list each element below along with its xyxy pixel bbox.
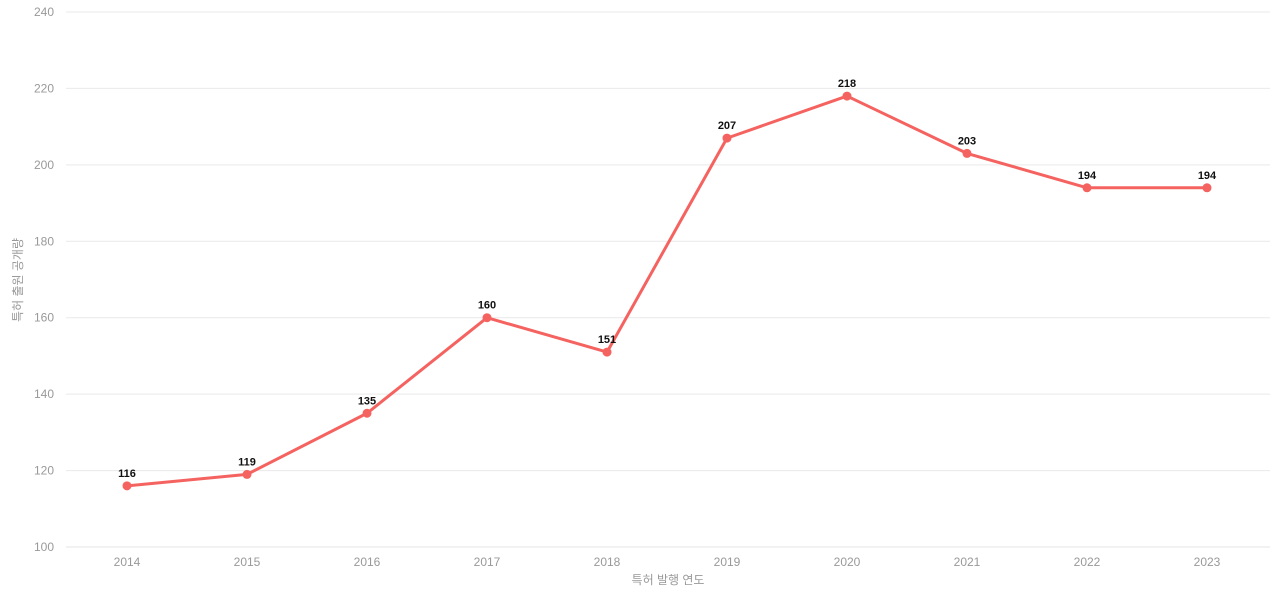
data-point-label: 218 <box>838 78 856 90</box>
data-point-label: 151 <box>598 334 616 346</box>
data-point-label: 135 <box>358 395 376 407</box>
y-axis-tick-labels: 100 120 140 160 180 200 220 240 <box>34 5 54 554</box>
x-tick-label: 2018 <box>594 555 621 569</box>
data-point-label: 203 <box>958 135 976 147</box>
data-point[interactable] <box>1082 183 1092 193</box>
data-point[interactable] <box>362 408 372 418</box>
x-tick-label: 2019 <box>714 555 741 569</box>
x-tick-label: 2020 <box>834 555 861 569</box>
data-point[interactable] <box>482 313 492 323</box>
y-tick-label: 100 <box>34 540 54 554</box>
y-tick-label: 200 <box>34 158 54 172</box>
y-tick-label: 240 <box>34 5 54 19</box>
x-tick-label: 2017 <box>474 555 501 569</box>
y-tick-label: 220 <box>34 81 54 95</box>
y-tick-label: 140 <box>34 387 54 401</box>
data-labels: 116 119 135 160 151 207 218 203 194 194 <box>118 78 1217 480</box>
data-point-label: 194 <box>1078 170 1097 182</box>
data-point[interactable] <box>602 347 612 357</box>
y-tick-label: 160 <box>34 311 54 325</box>
y-tick-label: 180 <box>34 234 54 248</box>
data-point[interactable] <box>842 91 852 101</box>
data-point[interactable] <box>722 133 732 143</box>
data-point[interactable] <box>1202 183 1212 193</box>
series-line <box>125 94 1209 488</box>
data-point-label: 207 <box>718 120 736 132</box>
x-tick-label: 2016 <box>354 555 381 569</box>
y-tick-label: 120 <box>34 464 54 478</box>
data-point-label: 119 <box>238 456 256 468</box>
x-tick-label: 2021 <box>954 555 981 569</box>
series-group <box>122 91 1212 491</box>
x-tick-label: 2023 <box>1194 555 1221 569</box>
data-point[interactable] <box>122 481 132 491</box>
data-point[interactable] <box>962 148 972 158</box>
x-tick-label: 2015 <box>234 555 261 569</box>
x-tick-label: 2022 <box>1074 555 1101 569</box>
x-axis-title: 특허 발행 연도 <box>632 572 705 587</box>
data-point-label: 116 <box>118 468 136 480</box>
data-point-label: 160 <box>478 300 496 312</box>
x-axis-tick-labels: 2014 2015 2016 2017 2018 2019 2020 2021 2022 2023 <box>114 555 1221 569</box>
data-point-label: 194 <box>1198 170 1217 182</box>
data-point[interactable] <box>242 469 252 479</box>
x-tick-label: 2014 <box>114 555 141 569</box>
y-axis-title: 특허 출원 공개량 <box>11 238 25 322</box>
